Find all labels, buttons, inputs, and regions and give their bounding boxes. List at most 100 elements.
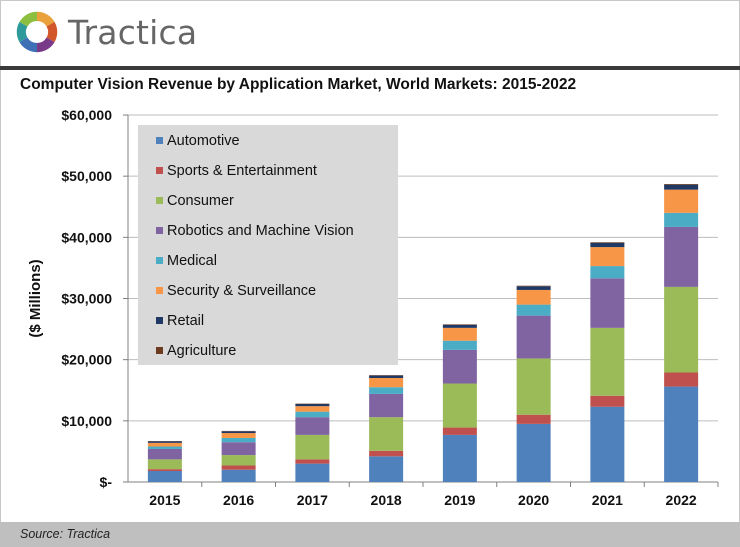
bar-segment-automotive-2021 [590,406,625,482]
bar-segment-retail-2021 [590,242,625,248]
bar-segment-automotive-2022 [664,386,699,482]
x-tick-label: 2020 [518,492,549,508]
bar-segment-security-surveillance-2017 [295,406,330,412]
bar-segment-retail-2019 [442,324,477,328]
bar-segment-sports-entertainment-2015 [147,469,182,471]
legend-swatch [156,167,163,174]
legend-swatch [156,197,163,204]
source-note: Source: Tractica [20,527,111,541]
bar-segment-consumer-2021 [590,327,625,396]
bar-segment-agriculture-2020 [516,285,551,287]
bar-segment-consumer-2017 [295,434,330,460]
bar-segment-consumer-2022 [664,286,699,373]
bar-segment-sports-entertainment-2020 [516,414,551,424]
y-tick-label: $20,000 [61,352,112,368]
bar-segment-sports-entertainment-2018 [369,450,404,457]
legend-label: Robotics and Machine Vision [167,223,354,239]
bar-segment-retail-2017 [295,404,330,407]
bar-segment-medical-2018 [369,387,404,394]
bar-segment-sports-entertainment-2021 [590,395,625,407]
bar-segment-medical-2020 [516,304,551,316]
bar-segment-agriculture-2021 [590,242,625,243]
y-tick-label: $60,000 [61,107,112,123]
bar-segment-automotive-2020 [516,423,551,482]
source-bar: Source: Tractica [0,522,740,547]
legend-label: Consumer [167,193,234,209]
legend-label: Automotive [167,133,240,149]
bar-segment-robotics-and-machine-vision-2018 [369,393,404,418]
x-tick-label: 2021 [592,492,623,508]
legend-swatch [156,287,163,294]
legend-swatch [156,227,163,234]
y-tick-label: $30,000 [61,291,112,307]
bar-segment-robotics-and-machine-vision-2017 [295,417,330,435]
bar-segment-consumer-2019 [442,383,477,428]
x-tick-label: 2018 [371,492,402,508]
bar-segment-automotive-2019 [442,434,477,482]
x-tick-label: 2022 [666,492,697,508]
bar-segment-retail-2022 [664,184,699,190]
x-tick-label: 2015 [149,492,180,508]
legend-label: Sports & Entertainment [167,163,317,179]
x-tick-label: 2019 [444,492,475,508]
y-tick-label: $40,000 [61,229,112,245]
bar-segment-sports-entertainment-2022 [664,372,699,387]
legend-label: Medical [167,253,217,269]
bar-segment-sports-entertainment-2019 [442,427,477,435]
bar-segment-security-surveillance-2016 [221,433,256,438]
bar-segment-consumer-2018 [369,417,404,451]
bar-segment-security-surveillance-2019 [442,327,477,341]
bar-segment-medical-2019 [442,340,477,350]
bar-segment-security-surveillance-2015 [147,442,182,447]
x-tick-label: 2017 [297,492,328,508]
chart-title: Computer Vision Revenue by Application M… [20,76,577,93]
bar-segment-medical-2022 [664,212,699,227]
bar-segment-robotics-and-machine-vision-2015 [147,448,182,460]
bar-segment-medical-2021 [590,266,625,279]
bar-segment-retail-2016 [221,431,256,434]
tractica-logo-icon [16,11,58,53]
legend-label: Security & Surveillance [167,283,316,299]
bar-segment-security-surveillance-2022 [664,189,699,213]
bar-segment-automotive-2017 [295,463,330,482]
bar-segment-robotics-and-machine-vision-2022 [664,226,699,287]
legend-swatch [156,257,163,264]
x-tick-label: 2016 [223,492,254,508]
legend-label: Agriculture [167,343,236,359]
bar-segment-retail-2018 [369,375,404,379]
bar-segment-automotive-2016 [221,469,256,482]
bar-segment-robotics-and-machine-vision-2019 [442,349,477,384]
bar-segment-robotics-and-machine-vision-2020 [516,315,551,359]
bar-segment-sports-entertainment-2017 [295,459,330,464]
bar-segment-security-surveillance-2020 [516,289,551,305]
bar-segment-security-surveillance-2018 [369,378,404,388]
bar-segment-medical-2016 [221,437,256,443]
bar-segment-consumer-2015 [147,459,182,470]
bar-segment-medical-2017 [295,411,330,418]
bar-segment-robotics-and-machine-vision-2016 [221,442,256,456]
legend-box [138,125,398,365]
y-tick-label: $50,000 [61,168,112,184]
header-rule [0,66,740,70]
y-tick-label: $- [100,474,113,490]
bar-segment-security-surveillance-2021 [590,247,625,267]
y-tick-label: $10,000 [61,413,112,429]
bar-segment-retail-2020 [516,286,551,290]
bar-segment-medical-2015 [147,446,182,449]
bar-segment-automotive-2015 [147,470,182,482]
bar-segment-automotive-2018 [369,456,404,482]
legend-label: Retail [167,313,204,329]
bar-segment-sports-entertainment-2016 [221,465,256,470]
brand-name: Tractica [68,12,198,52]
brand-logo: Tractica [14,8,197,56]
bar-segment-consumer-2020 [516,358,551,415]
bar-segment-consumer-2016 [221,455,256,466]
legend-swatch [156,317,163,324]
bar-segment-retail-2015 [147,441,182,443]
bar-segment-agriculture-2022 [664,183,699,185]
legend-swatch [156,347,163,354]
legend-swatch [156,137,163,144]
y-axis-label: ($ Millions) [27,259,44,337]
bar-segment-robotics-and-machine-vision-2021 [590,278,625,328]
